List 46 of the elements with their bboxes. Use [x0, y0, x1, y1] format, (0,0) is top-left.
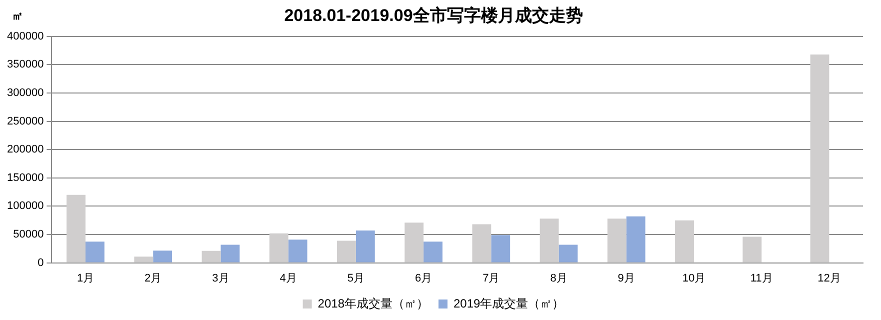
bar: [626, 216, 646, 262]
bar: [288, 240, 308, 262]
x-tick-label: 3月: [212, 272, 230, 284]
bar: [66, 194, 86, 262]
x-tick-label: 10月: [682, 272, 706, 284]
x-tick-label: 4月: [280, 272, 297, 284]
y-tick-label: 300000: [6, 87, 44, 100]
bar: [356, 230, 375, 262]
y-tick-label: 150000: [6, 172, 44, 184]
bar: [86, 242, 104, 262]
y-tick-label: 50000: [13, 228, 44, 241]
bar: [472, 224, 492, 262]
bar: [607, 218, 626, 262]
bar: [202, 250, 221, 262]
x-tick-label: 8月: [550, 272, 568, 284]
bar: [134, 256, 154, 262]
legend-label: 2019年成交量（㎡）: [454, 296, 564, 310]
x-tick-label: 6月: [414, 272, 432, 284]
bar: [337, 240, 356, 262]
bar: [153, 250, 172, 262]
bar: [675, 220, 694, 262]
x-tick-label: 5月: [347, 272, 365, 284]
y-tick-label: 200000: [6, 144, 44, 156]
y-tick-label: 250000: [6, 115, 44, 128]
y-axis-title: ㎡: [12, 9, 23, 22]
x-tick-label: 7月: [482, 272, 500, 284]
bar: [404, 222, 424, 262]
x-tick-label: 9月: [618, 272, 635, 284]
bar: [558, 244, 578, 262]
legend-label: 2018年成交量（㎡）: [318, 296, 429, 310]
bar: [742, 236, 762, 262]
bar: [540, 218, 559, 262]
bar: [491, 235, 510, 262]
x-tick-label: 11月: [750, 272, 773, 284]
y-tick-label: 0: [38, 256, 44, 269]
bar: [220, 244, 240, 262]
y-tick-label: 350000: [6, 58, 44, 71]
bar: [810, 54, 830, 262]
x-tick-label: 2月: [144, 272, 162, 284]
x-tick-label: 1月: [76, 272, 94, 284]
bar: [424, 242, 442, 262]
x-tick-label: 12月: [818, 272, 841, 284]
bar: [269, 233, 288, 262]
y-tick-label: 100000: [6, 200, 44, 212]
y-tick-label: 400000: [6, 30, 44, 42]
chart-title: 2018.01-2019.09全市写字楼月成交走势: [284, 6, 583, 25]
